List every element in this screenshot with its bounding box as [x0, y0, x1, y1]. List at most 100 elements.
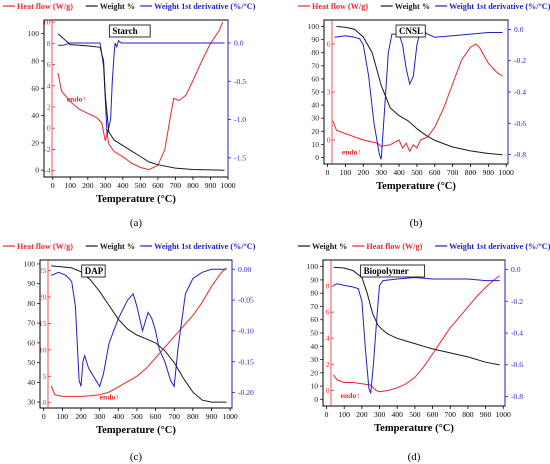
chart-panel-3: Heat flow (W/g) Weight % Weight 1st deriva… — [3, 242, 256, 463]
weight-axis: 30 40 50 60 70 80 90 100 — [24, 259, 40, 407]
weight-tick-label: 50 — [310, 329, 318, 338]
panel-label: (d) — [408, 451, 421, 463]
title-box — [395, 24, 426, 38]
weight-tick-label: 80 — [27, 299, 35, 308]
deriv-tick-label: -0.6 — [514, 119, 526, 128]
heat-tick-label: 8 — [47, 39, 51, 48]
weight-tick-label: 10 — [310, 382, 318, 391]
weight-axis: 0 10 20 30 40 50 60 70 80 90 100 — [308, 22, 324, 162]
deriv-tick-label: -0.15 — [238, 357, 254, 366]
endo-annotation: endo↑ — [341, 391, 360, 400]
weight-tick-label: 40 — [27, 378, 35, 387]
weight-tick-label: 20 — [31, 138, 39, 147]
weight-tick-label: 10 — [311, 140, 319, 149]
series-line-weight — [333, 266, 500, 366]
heat-tick-label: 6 — [327, 40, 331, 49]
weight-tick-label: 100 — [308, 22, 320, 31]
heat-axis: -4 -2 0 2 4 6 8 10 — [43, 18, 55, 177]
deriv-tick-label: -0.5 — [234, 77, 246, 86]
heat-tick-label: 8 — [326, 282, 330, 291]
heat-tick-label: 10 — [39, 345, 47, 354]
x-tick-label: 600 — [427, 410, 439, 419]
legend-entry-weight: Weight % — [100, 242, 135, 251]
heat-axis: 0 5 10 15 20 25 — [39, 260, 51, 408]
x-tick-label: 600 — [429, 168, 441, 177]
heat-tick-label: 6 — [326, 308, 330, 317]
series-line-heat — [333, 275, 501, 393]
x-tick-label: 400 — [393, 168, 405, 177]
chart-panel-1: Heat flow (W/g) Weight % Weight 1st deriva… — [3, 2, 256, 229]
series-line-weight — [57, 33, 225, 171]
heat-tick-label: 0 — [326, 386, 330, 395]
heat-tick-label: -4 — [44, 166, 51, 175]
heat-tick-label: 6 — [47, 60, 51, 69]
chart-title: CNSL — [399, 26, 423, 36]
heat-tick-label: 0 — [47, 124, 51, 133]
legend-entry-deriv: Weight 1st derivative (%/°C) — [154, 2, 256, 11]
weight-tick-label: 70 — [311, 61, 319, 70]
series-line-heat — [57, 21, 224, 171]
x-tick-label: 200 — [356, 410, 368, 419]
series-line-deriv — [334, 28, 503, 160]
x-tick-label: 800 — [462, 410, 474, 419]
chart-panel-2: Heat flow (W/g) Weight % Weight 1st deriva… — [298, 2, 550, 229]
heat-tick-label: -2 — [44, 145, 51, 154]
plot-frame — [322, 259, 506, 407]
title-box — [360, 264, 426, 278]
weight-tick-label: 60 — [311, 74, 319, 83]
series-line-deriv — [58, 39, 225, 136]
x-tick-label: 700 — [170, 181, 182, 190]
deriv-tick-label: -0.05 — [238, 296, 254, 305]
heat-tick-label: 15 — [39, 319, 47, 328]
x-tick-label: 200 — [82, 181, 94, 190]
weight-tick-label: 60 — [27, 338, 35, 347]
weight-tick-label: 20 — [311, 127, 319, 136]
weight-tick-label: 90 — [311, 35, 319, 44]
legend-entry-weight: Weight % — [312, 242, 347, 251]
panel-label: (a) — [130, 217, 143, 229]
chart-title: Starch — [112, 26, 137, 36]
x-tick-label: 400 — [113, 412, 125, 421]
heat-tick-label: 4 — [326, 334, 330, 343]
x-tick-label: 800 — [187, 412, 199, 421]
heat-tick-label: 4 — [47, 81, 51, 90]
x-axis: 0 100 200 300 400 500 600 700 800 900 1000Temperat… — [325, 406, 511, 434]
weight-tick-label: 0 — [315, 153, 319, 162]
weight-tick-label: 90 — [310, 275, 318, 284]
chart-title: DAP — [85, 266, 104, 276]
x-tick-label: 400 — [392, 410, 404, 419]
x-axis: 0 100 200 300 400 500 600 700 800 900 1000Temperat… — [326, 164, 514, 192]
weight-tick-label: 80 — [311, 48, 319, 57]
legend: Weight % Heat flow (W/g) Weight 1st deriva… — [298, 242, 550, 251]
endo-annotation: endo↑ — [342, 147, 361, 156]
x-tick-label: 0 — [51, 181, 55, 190]
heat-tick-label: 0 — [43, 398, 47, 407]
legend-entry-heat: Heat flow (W/g) — [17, 2, 73, 11]
panel-label: (c) — [130, 451, 143, 463]
x-axis: 0 100 200 300 400 500 600 700 800 900 1000Temperat… — [51, 177, 236, 205]
x-tick-label: 0 — [326, 168, 330, 177]
legend-entry-deriv: Weight 1st derivative (%/°C) — [154, 242, 256, 251]
weight-tick-label: 40 — [31, 111, 39, 120]
weight-tick-label: 80 — [31, 56, 39, 65]
weight-tick-label: 70 — [27, 319, 35, 328]
deriv-axis: -0.8 -0.6 -0.4 -0.2 0.0 — [507, 20, 526, 164]
weight-tick-label: 50 — [27, 358, 35, 367]
x-tick-label: 100 — [57, 412, 69, 421]
x-tick-label: 500 — [411, 168, 423, 177]
endo-annotation: endo↑ — [100, 393, 119, 402]
legend-entry-heat: Heat flow (W/g) — [366, 242, 422, 251]
x-tick-label: 800 — [187, 181, 199, 190]
heat-tick-label: 20 — [39, 293, 47, 302]
x-axis-label: Temperature (°C) — [376, 181, 456, 192]
x-axis-label: Temperature (°C) — [96, 425, 176, 436]
weight-tick-label: 60 — [31, 84, 39, 93]
deriv-tick-label: 0.0 — [234, 38, 244, 47]
x-axis-label: Temperature (°C) — [374, 423, 454, 434]
heat-tick-label: 2 — [326, 360, 330, 369]
legend-entry-weight: Weight % — [395, 2, 430, 11]
deriv-axis: -0.20 -0.15 -0.10 -0.05 0.00 — [231, 260, 254, 408]
weight-tick-label: 70 — [310, 302, 318, 311]
x-tick-label: 300 — [374, 410, 386, 419]
